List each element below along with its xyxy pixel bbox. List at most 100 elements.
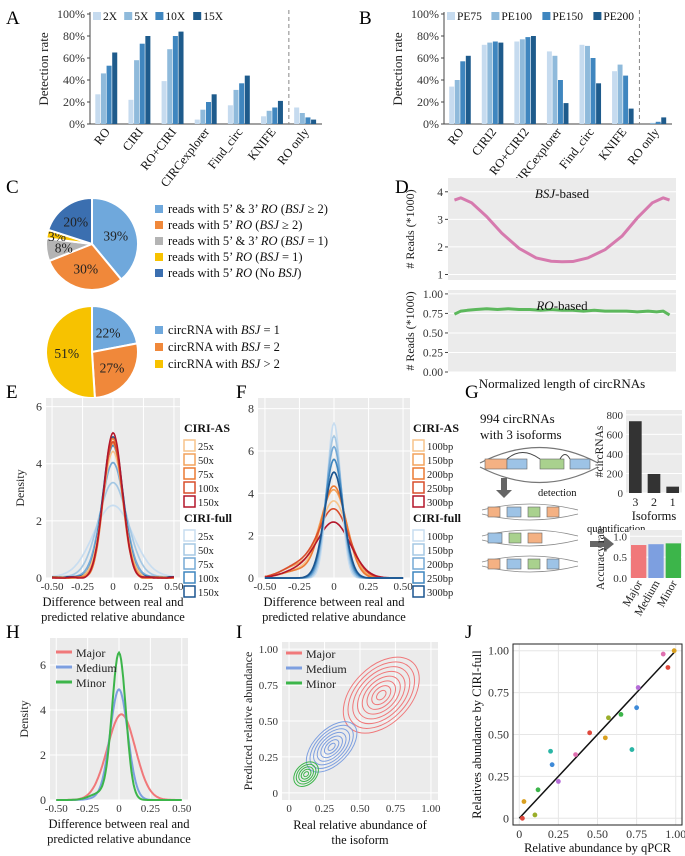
bar	[498, 42, 504, 124]
legend-swatch	[93, 12, 101, 20]
x-tick-label: 0.50	[164, 581, 184, 593]
legend-label: PE150	[552, 11, 583, 23]
y-tick-label: 0	[248, 571, 254, 585]
legend-key	[183, 585, 196, 598]
bar	[661, 117, 667, 124]
panel-a-bar-chart: 0% 20% 40% 60% 80% 100% Detection rate RO CIRI RO…	[36, 7, 322, 190]
y-tick-label: 1.00	[259, 644, 279, 656]
legend-label: 200bp	[427, 560, 453, 571]
exon-block	[508, 532, 522, 544]
y-tick-label: 20%	[417, 95, 439, 109]
y-axis-title: Predicted relative abundance	[241, 652, 255, 791]
legend-label: circRNA with BSJ = 1	[168, 323, 280, 337]
x-tick-label: 0.50	[393, 581, 413, 593]
x-tick-label: Find_circ	[556, 125, 597, 172]
bar	[519, 39, 525, 124]
panel-label-a: A	[6, 8, 20, 29]
y-axis-title: Detection rate	[390, 32, 405, 105]
x-tick-label: 0.25	[315, 803, 335, 815]
legend-label: 100bp	[427, 442, 453, 453]
bar	[465, 55, 471, 124]
x-tick-label: RO	[91, 125, 113, 147]
contour-line	[293, 761, 319, 787]
legend-label: 25x	[198, 532, 215, 543]
scatter-point	[555, 779, 561, 784]
x-tick-label: -0.25	[76, 803, 99, 815]
legend-label: 100x	[198, 484, 220, 495]
chart-title: RO-based	[535, 298, 588, 313]
y-tick-label: 0	[40, 793, 46, 807]
legend-key	[412, 467, 425, 480]
scatter-point	[532, 812, 538, 818]
bar	[590, 58, 596, 124]
legend-key	[183, 439, 196, 452]
bar	[233, 89, 239, 124]
legend-key	[412, 481, 425, 494]
scatter-point	[519, 815, 525, 821]
x-tick-label: Find_circ	[205, 125, 246, 172]
exon-block	[506, 458, 528, 470]
legend-key	[412, 453, 425, 466]
legend-key	[183, 481, 196, 494]
bar	[100, 73, 106, 124]
x-tick-label: RO only	[625, 125, 663, 168]
y-tick-label: 1.00	[488, 644, 509, 658]
y-tick-label: 0.50	[423, 328, 443, 340]
data-line	[453, 196, 671, 264]
y-tick-label: 0.75	[259, 680, 279, 692]
legend-label: 150x	[198, 588, 220, 599]
pie-slice	[47, 242, 123, 291]
legend-label: 25x	[198, 442, 215, 453]
y-tick-label: 6	[40, 658, 46, 672]
x-tick-label: -0.25	[288, 581, 311, 593]
x-tick-label: 0.25	[141, 803, 161, 815]
bar	[666, 486, 679, 493]
x-tick-label: 0	[331, 581, 337, 593]
bar	[266, 110, 272, 124]
legend-key	[412, 557, 425, 570]
legend-swatch	[155, 221, 163, 229]
bar	[617, 64, 623, 124]
scatter-point	[606, 715, 611, 721]
legend-label: Medium	[76, 661, 117, 675]
panel-c-pie-charts: 39%30%8%3%20%22%27%51%reads with 5’ & 3’…	[45, 196, 328, 399]
x-tick-label: 0.50	[350, 803, 370, 815]
legend-swatch	[155, 205, 163, 213]
x-tick-label: 1.00	[665, 827, 685, 841]
x-axis-title-1: Difference between real and	[48, 817, 190, 831]
bar	[272, 107, 278, 124]
legend-swatch	[155, 12, 164, 20]
x-axis-title-2: predicted relative abundance	[262, 610, 406, 624]
legend-swatch	[593, 12, 602, 20]
scatter-point	[634, 705, 640, 711]
contour-line	[371, 685, 392, 706]
arrow-down	[496, 478, 512, 498]
exon-block	[487, 532, 503, 544]
contour-line	[352, 666, 411, 725]
y-tick-label: 40%	[417, 73, 439, 87]
scatter-point	[521, 799, 527, 804]
x-tick-label: 0.75	[386, 803, 406, 815]
bar	[612, 71, 618, 124]
bar	[128, 99, 134, 124]
y-tick-label: 0.75	[488, 686, 509, 700]
y-tick-label: 400	[607, 449, 624, 461]
legend-label: PE100	[501, 11, 532, 23]
pie-label: 51%	[54, 346, 79, 361]
x-tick-label: 0.50	[587, 827, 608, 841]
circle-arc	[479, 466, 599, 484]
legend-label: Major	[306, 647, 335, 661]
panel-h-density-chart: -0.50 -0.25 0 0.25 0.50 0 2 4 6 Density Difference…	[17, 638, 192, 846]
contour-line	[320, 735, 343, 759]
legend-swatch	[155, 326, 163, 334]
bar	[106, 65, 112, 124]
legend-label: 150x	[198, 498, 220, 509]
y-tick-label: 200	[607, 468, 624, 480]
legend-swatch	[155, 237, 163, 245]
legend-label: 50x	[198, 456, 215, 467]
bar	[492, 41, 498, 124]
x-tick-label: -0.50	[45, 803, 68, 815]
x-axis-title-2: predicted relative abundance	[47, 832, 191, 846]
legend-swatch	[124, 12, 133, 20]
